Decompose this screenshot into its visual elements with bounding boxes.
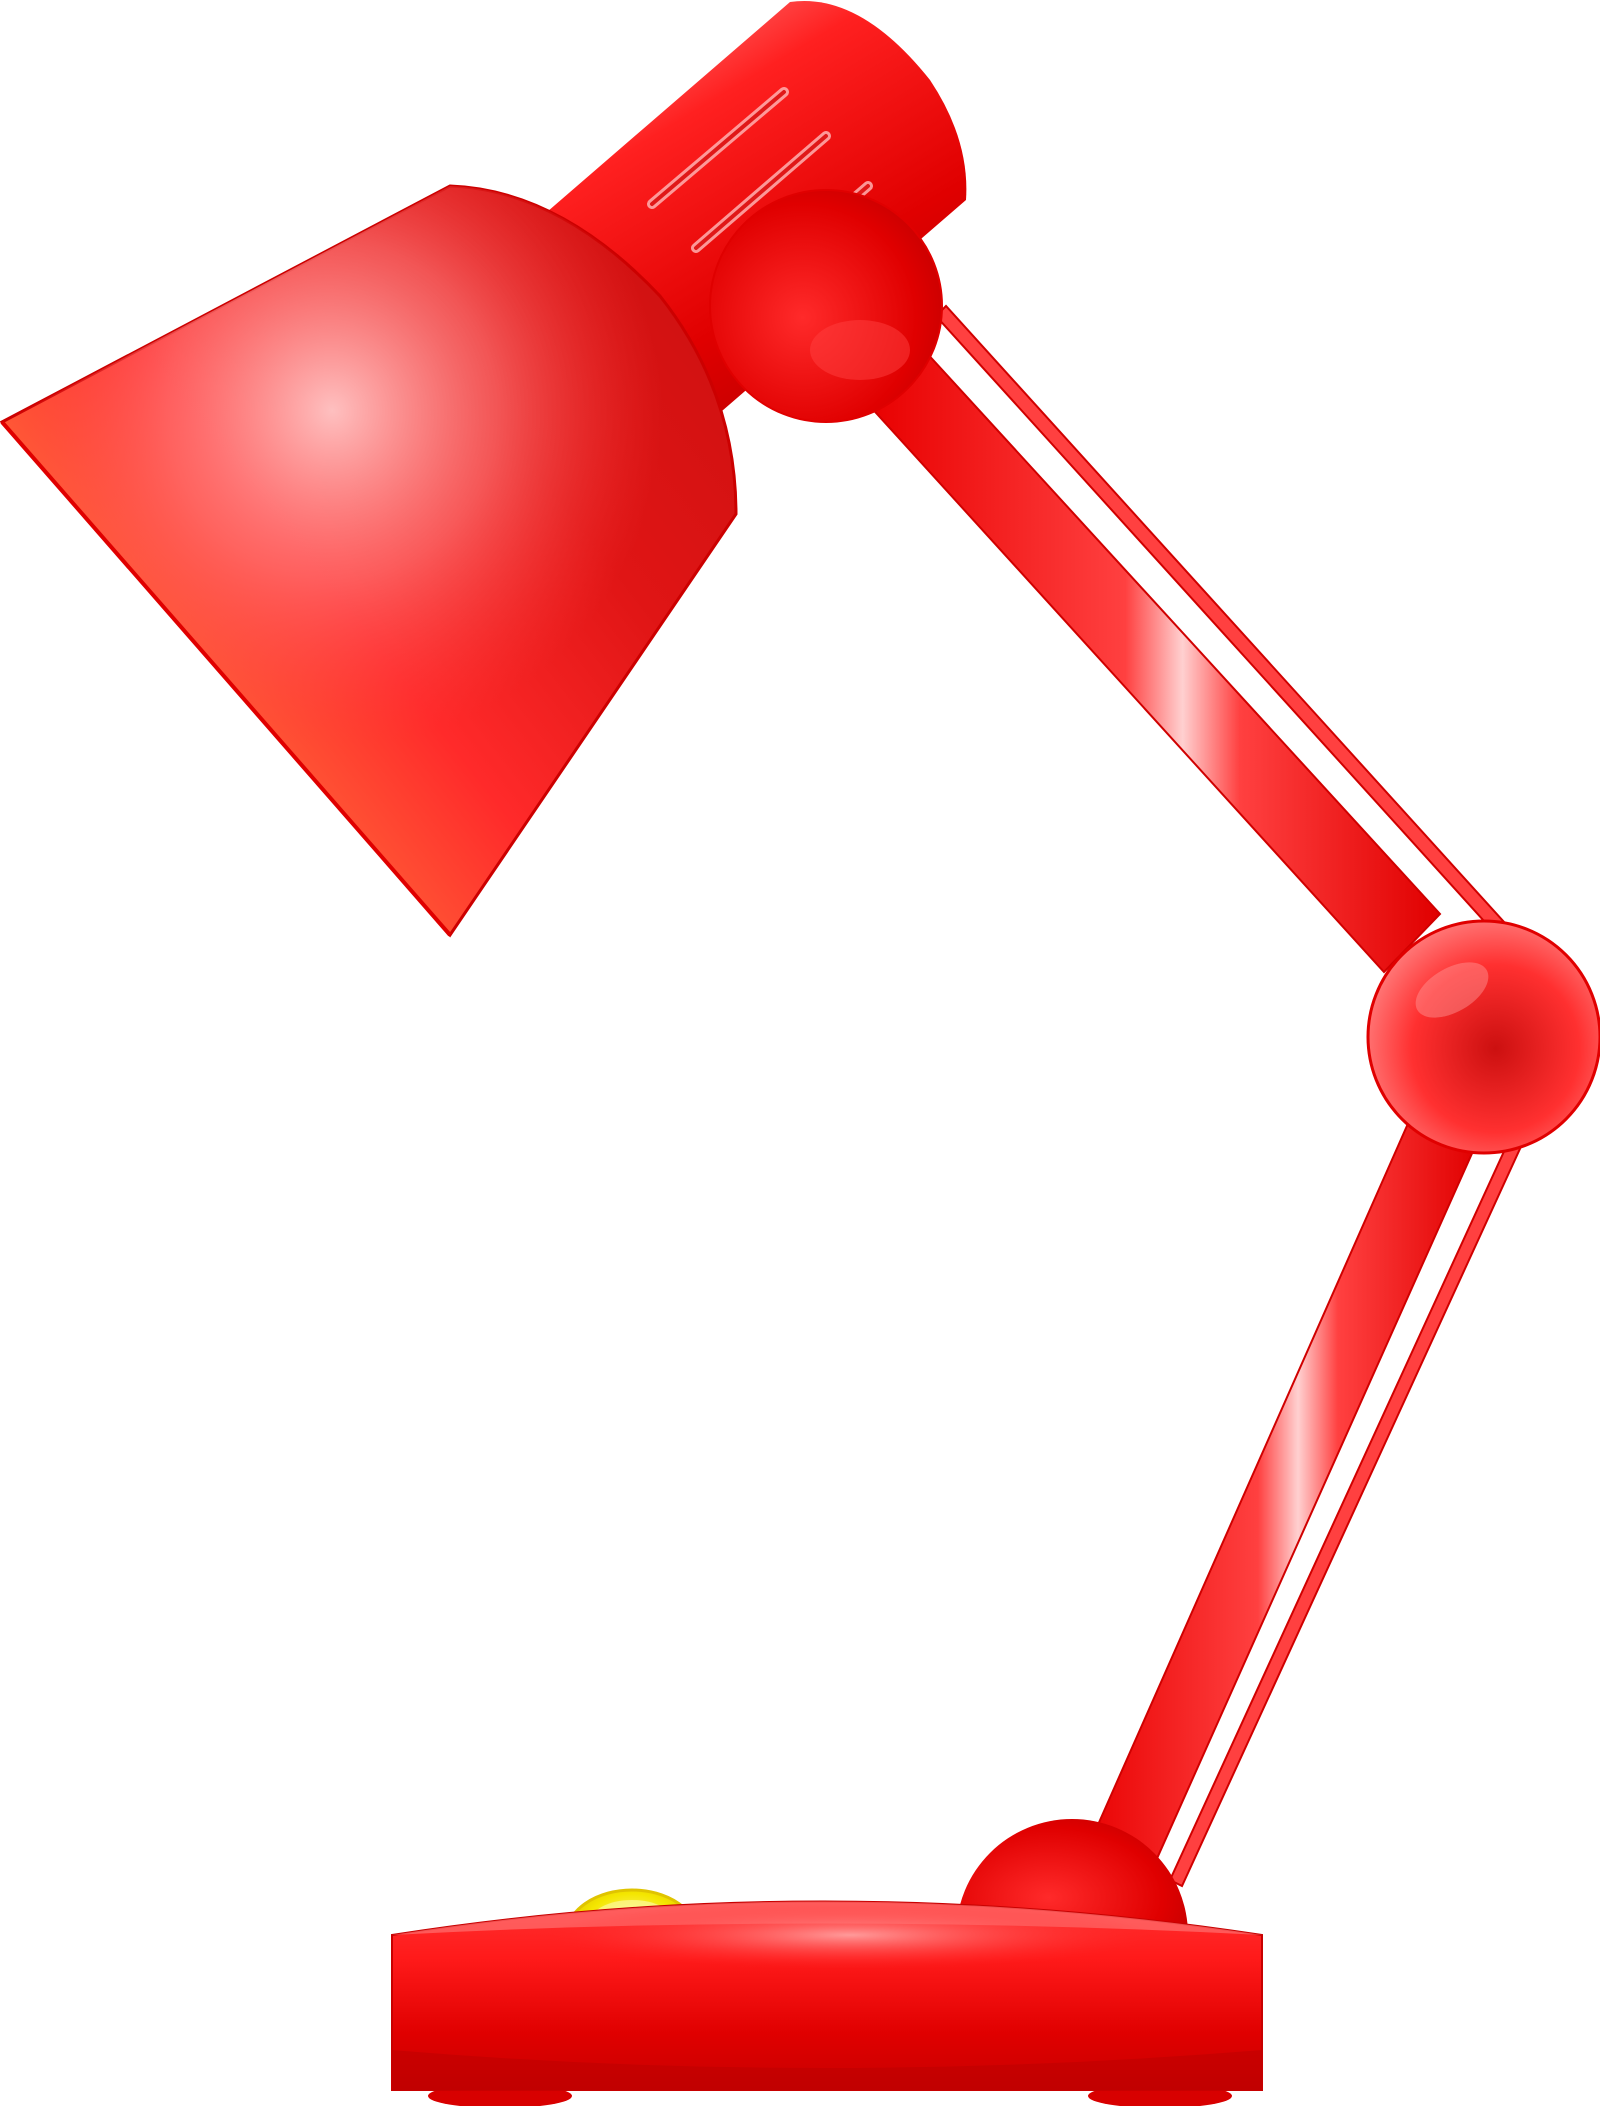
head-joint — [709, 189, 943, 423]
lower-arm — [1076, 1108, 1526, 1894]
elbow-joint — [1366, 919, 1600, 1155]
lamp-shade — [0, 184, 738, 938]
lamp-base — [391, 1900, 1263, 2106]
upper-arm — [866, 304, 1506, 974]
